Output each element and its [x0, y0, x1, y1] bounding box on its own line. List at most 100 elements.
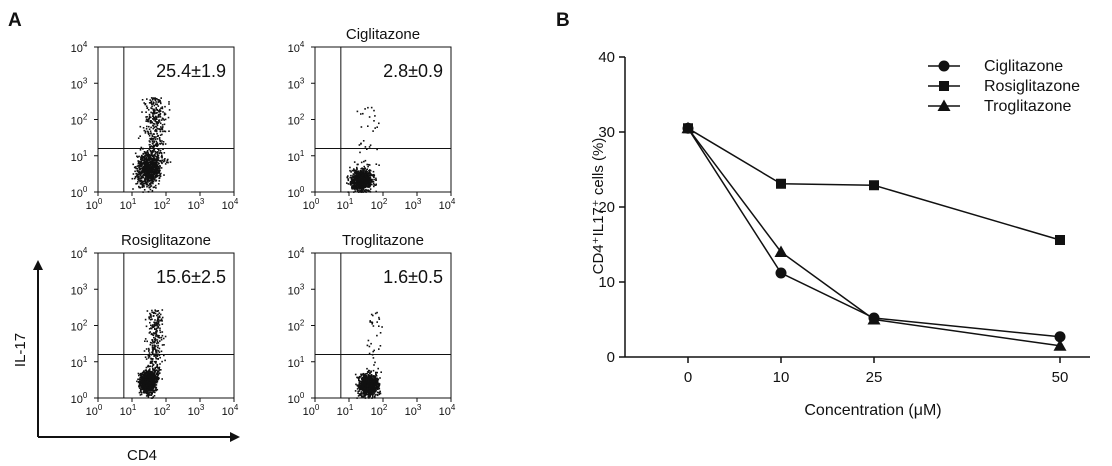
flow-dot [149, 173, 152, 176]
flow-dot [156, 365, 158, 367]
flow-dot [132, 163, 134, 166]
plot-title: Rosiglitazone [121, 232, 211, 249]
flow-dot [152, 186, 155, 189]
flow-dot [378, 316, 380, 319]
flow-dot [351, 169, 354, 172]
flow-dot [164, 118, 167, 121]
flow-dot [372, 350, 374, 353]
flow-dot [158, 110, 161, 113]
flow-dot [360, 171, 362, 174]
flow-dot [159, 143, 162, 145]
flow-dot [142, 374, 144, 377]
series-troglitazone [681, 121, 1067, 351]
flow-dot [148, 378, 151, 380]
flow-dot [356, 110, 359, 113]
flow-dot [159, 116, 162, 118]
flow-dot [164, 113, 167, 115]
flow-dot [163, 123, 166, 126]
flow-dot [147, 161, 149, 164]
flow-dot [149, 379, 152, 382]
flow-dot [378, 325, 380, 327]
flow-dot [155, 121, 158, 124]
flow-dot [152, 167, 155, 169]
flow-dot [150, 375, 153, 378]
flow-dot [370, 342, 372, 345]
flow-dot [139, 382, 141, 385]
flow-dot [150, 102, 153, 105]
flow-dot [155, 373, 158, 376]
legend-marker [937, 99, 951, 111]
flow-dot [349, 169, 351, 172]
flow-dot [144, 165, 146, 167]
flow-dot [366, 189, 368, 192]
flow-dot [139, 374, 142, 376]
flow-dot [368, 383, 371, 385]
flow-dot [167, 116, 170, 119]
legend: Ciglitazone Rosiglitazone Troglitazone [928, 58, 1080, 115]
flow-dot [376, 126, 378, 128]
flow-dot [363, 392, 365, 395]
flow-dot [155, 169, 157, 172]
flow-dot [149, 391, 151, 394]
flow-dot [164, 105, 166, 108]
flow-dot [149, 168, 151, 171]
x-tick-label: 102 [154, 197, 171, 212]
flow-dot [159, 363, 161, 365]
flow-dot [147, 181, 149, 183]
flow-dot [367, 381, 370, 383]
flow-dot [134, 166, 137, 168]
flow-dot [364, 394, 367, 396]
flow-dot [373, 376, 375, 378]
flow-dot [155, 129, 158, 132]
flow-dot [162, 148, 164, 150]
data-point [869, 180, 879, 191]
flow-dot [158, 138, 161, 140]
flow-dot [145, 152, 147, 155]
flow-dot [139, 390, 142, 392]
flow-dot [164, 163, 167, 165]
flow-dot [151, 348, 154, 350]
flow-dot [364, 390, 367, 392]
flow-dot [143, 179, 146, 181]
flow-dot [154, 118, 157, 121]
flow-dot [147, 132, 150, 134]
flow-dot [145, 118, 148, 120]
flow-dot [146, 107, 149, 109]
flow-dot [357, 387, 360, 389]
flow-dot [154, 120, 156, 122]
flow-dot [358, 382, 361, 385]
y-tick-label: 103 [288, 282, 305, 297]
flow-dot [356, 189, 359, 192]
flow-dot [374, 382, 376, 385]
flow-dot [163, 174, 165, 176]
flow-dot [157, 316, 159, 318]
flow-dot [138, 160, 140, 163]
flow-dot [151, 140, 154, 143]
flow-dot [149, 141, 151, 143]
flow-dot [156, 123, 158, 125]
flow-dot [155, 335, 157, 337]
flow-dot [160, 142, 163, 144]
flow-dot [361, 174, 364, 177]
flow-dot [363, 174, 365, 176]
flow-dot [145, 376, 148, 379]
flow-dot [150, 111, 152, 114]
flow-dot [367, 388, 370, 391]
flow-dot [145, 369, 147, 371]
flow-dot [148, 166, 151, 168]
flow-dot [362, 372, 365, 375]
flow-dot [153, 383, 156, 385]
flow-dot [154, 154, 156, 156]
flow-dot [160, 128, 163, 130]
y-tick-label: 30 [598, 124, 615, 141]
flow-dot [138, 165, 140, 167]
flow-dot [151, 344, 154, 347]
flow-dot [154, 391, 156, 394]
flow-dot [161, 140, 163, 142]
flow-dot [137, 169, 139, 172]
flow-dot [378, 348, 380, 350]
flow-dot [159, 151, 161, 154]
flow-dot [353, 168, 355, 170]
flow-dot [347, 178, 349, 180]
flow-dot [162, 130, 164, 133]
